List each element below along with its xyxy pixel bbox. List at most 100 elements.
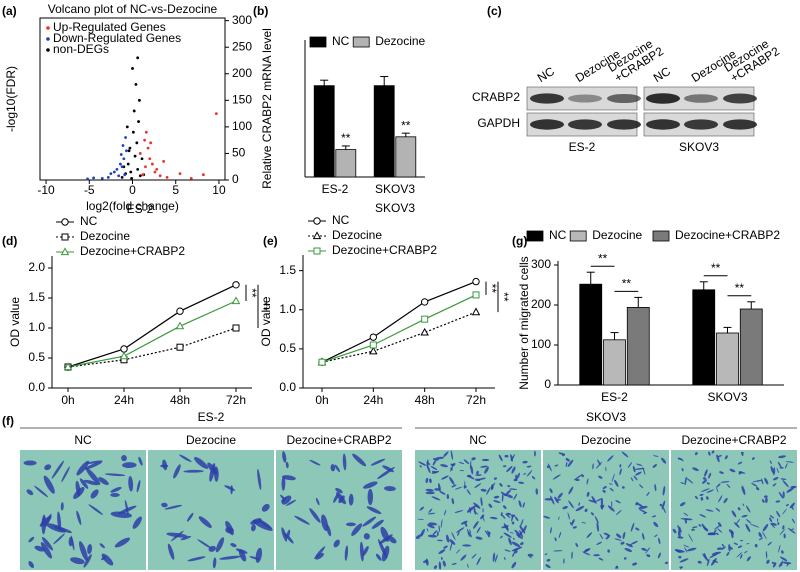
marker	[63, 362, 73, 371]
cell	[34, 485, 49, 498]
blot-band	[607, 93, 641, 104]
cell	[632, 465, 636, 473]
significance: **	[735, 281, 745, 295]
cell	[281, 527, 288, 542]
cell	[557, 492, 563, 499]
cell	[41, 537, 54, 551]
cell	[504, 489, 512, 497]
cell	[780, 478, 787, 480]
cell	[595, 498, 603, 502]
cell	[776, 467, 779, 473]
cell	[737, 461, 743, 465]
cell	[87, 543, 93, 555]
line	[67, 300, 237, 368]
cell	[782, 561, 792, 565]
point	[125, 125, 129, 129]
lane-label-line: NC	[535, 64, 557, 85]
marker	[369, 333, 378, 341]
cell	[664, 561, 669, 565]
cell	[683, 544, 690, 548]
significance: **	[245, 288, 259, 298]
cell	[342, 453, 347, 471]
y-tick-label: 0.0	[279, 380, 296, 394]
cell	[480, 514, 485, 520]
cell	[602, 486, 607, 489]
cell	[662, 506, 666, 514]
panel-label: (c)	[487, 4, 502, 18]
cell	[294, 515, 310, 525]
cell	[772, 483, 777, 487]
cell	[440, 556, 443, 561]
cell	[333, 492, 340, 503]
cell	[523, 473, 527, 475]
cell	[90, 489, 99, 499]
cell	[676, 549, 685, 553]
cell	[419, 506, 425, 511]
cell	[481, 458, 489, 462]
marker	[176, 307, 184, 315]
cell	[553, 550, 563, 552]
blot-group-label: SKOV3	[679, 140, 719, 154]
significance: **	[598, 251, 608, 265]
cell	[493, 477, 497, 480]
cell	[703, 552, 707, 559]
cell	[550, 495, 555, 505]
cell	[433, 565, 438, 570]
cell	[704, 469, 708, 477]
y-axis-label: -log10(FDR)	[4, 66, 18, 132]
cell	[523, 525, 527, 532]
cell	[431, 496, 441, 501]
cell	[487, 533, 491, 538]
cell	[511, 466, 516, 474]
cell	[608, 483, 613, 485]
cell	[443, 545, 448, 549]
cell	[766, 559, 770, 564]
y-tick-label: 2.0	[28, 260, 45, 274]
cell	[545, 564, 551, 569]
cell	[634, 467, 645, 470]
cell	[509, 488, 518, 491]
cell	[507, 485, 511, 488]
point	[141, 173, 145, 177]
micrograph	[415, 450, 541, 570]
cell	[480, 488, 487, 492]
cell	[460, 554, 467, 561]
cell	[326, 524, 332, 537]
cell	[706, 489, 715, 493]
cell	[446, 534, 450, 543]
cell	[599, 533, 604, 540]
panel-label: (d)	[2, 234, 17, 248]
cell	[121, 455, 127, 462]
cell	[746, 556, 751, 562]
cell	[388, 536, 397, 544]
point	[119, 153, 123, 156]
cell	[493, 495, 500, 499]
cell	[366, 506, 382, 515]
cell	[769, 515, 775, 519]
cell	[513, 478, 518, 482]
cell	[333, 539, 340, 548]
cell	[726, 551, 730, 556]
cell	[455, 548, 461, 554]
cell	[526, 465, 532, 468]
marker	[313, 247, 321, 255]
marker	[120, 345, 128, 353]
cell	[104, 473, 126, 477]
cell	[607, 549, 611, 553]
cell	[726, 483, 731, 488]
point	[125, 149, 128, 153]
point	[214, 112, 218, 116]
cell	[363, 481, 378, 489]
cell	[451, 532, 456, 541]
point	[162, 160, 166, 163]
cell	[128, 475, 134, 492]
cell	[639, 484, 644, 489]
cell	[602, 489, 606, 493]
cell	[504, 549, 511, 552]
cell	[456, 527, 465, 533]
cell	[84, 461, 103, 470]
cell	[746, 519, 752, 524]
legend-label: Dezocine+CRABP2	[80, 244, 185, 258]
